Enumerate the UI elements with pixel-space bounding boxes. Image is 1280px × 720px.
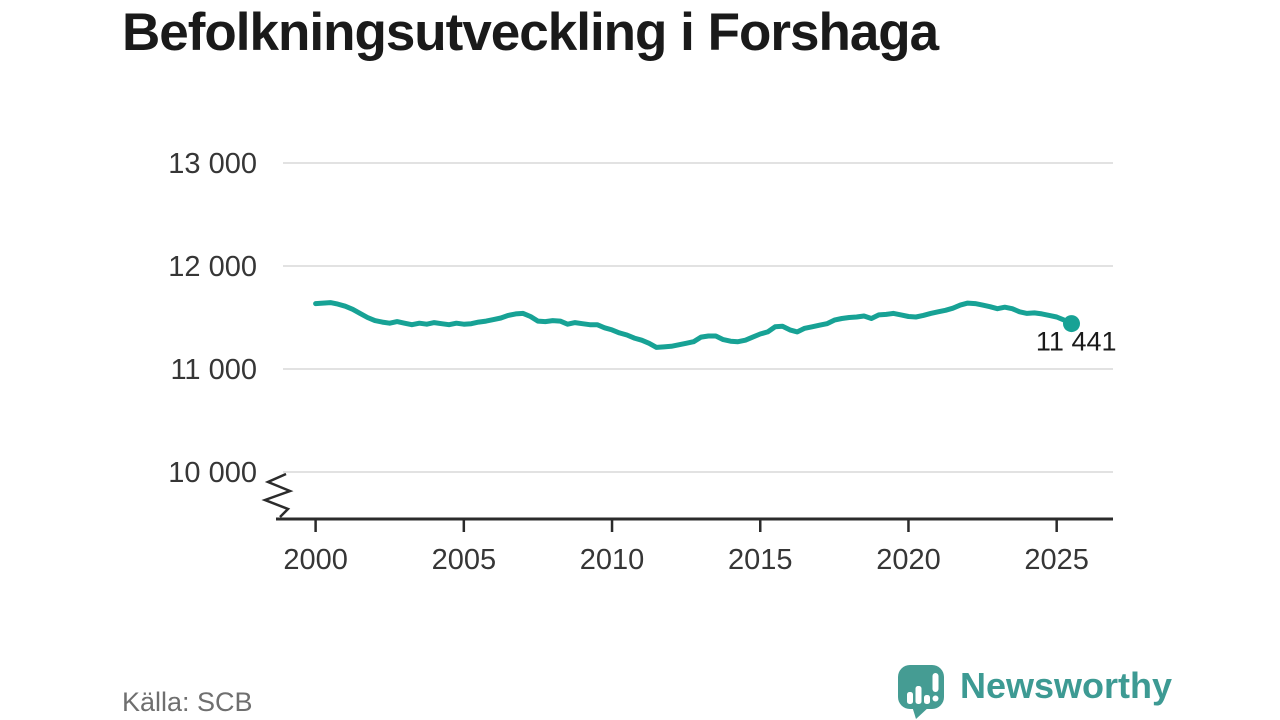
- page-title: Befolkningsutveckling i Forshaga: [122, 3, 939, 62]
- population-line: [313, 300, 1074, 350]
- y-tick-label: 10 000: [168, 457, 257, 489]
- x-tick-label: 2025: [1024, 544, 1089, 576]
- y-tick-label: 13 000: [168, 148, 257, 180]
- axis-break-icon: [261, 472, 294, 518]
- x-tick-label: 2015: [728, 544, 793, 576]
- x-tick-label: 2000: [283, 544, 348, 576]
- y-tick-label: 12 000: [168, 251, 257, 283]
- brand-footer: Newsworthy: [897, 664, 1172, 720]
- x-tick-label: 2010: [580, 544, 645, 576]
- newsworthy-logo-icon: [898, 665, 944, 719]
- x-tick-label: 2005: [432, 544, 497, 576]
- x-tick-label: 2020: [876, 544, 941, 576]
- brand-name: Newsworthy: [960, 665, 1173, 706]
- end-point-marker: [1063, 315, 1080, 333]
- source-label: Källa: SCB: [122, 687, 253, 717]
- y-tick-label: 11 000: [170, 354, 257, 386]
- end-value-label: 11 441: [1036, 327, 1117, 357]
